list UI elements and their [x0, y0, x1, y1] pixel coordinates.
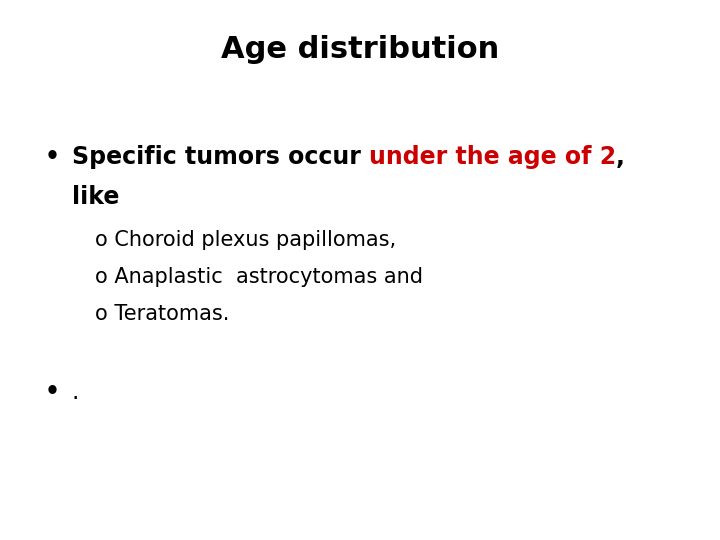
Text: o Teratomas.: o Teratomas. — [95, 304, 230, 324]
Text: .: . — [72, 380, 79, 404]
Text: ,: , — [616, 145, 625, 169]
Text: o Choroid plexus papillomas,: o Choroid plexus papillomas, — [95, 230, 396, 250]
Text: Age distribution: Age distribution — [221, 35, 499, 64]
Text: like: like — [72, 185, 120, 209]
Text: under the age of 2: under the age of 2 — [369, 145, 616, 169]
Text: o Anaplastic  astrocytomas and: o Anaplastic astrocytomas and — [95, 267, 423, 287]
Text: •: • — [45, 380, 60, 404]
Text: •: • — [45, 145, 60, 169]
Text: Specific tumors occur: Specific tumors occur — [72, 145, 369, 169]
